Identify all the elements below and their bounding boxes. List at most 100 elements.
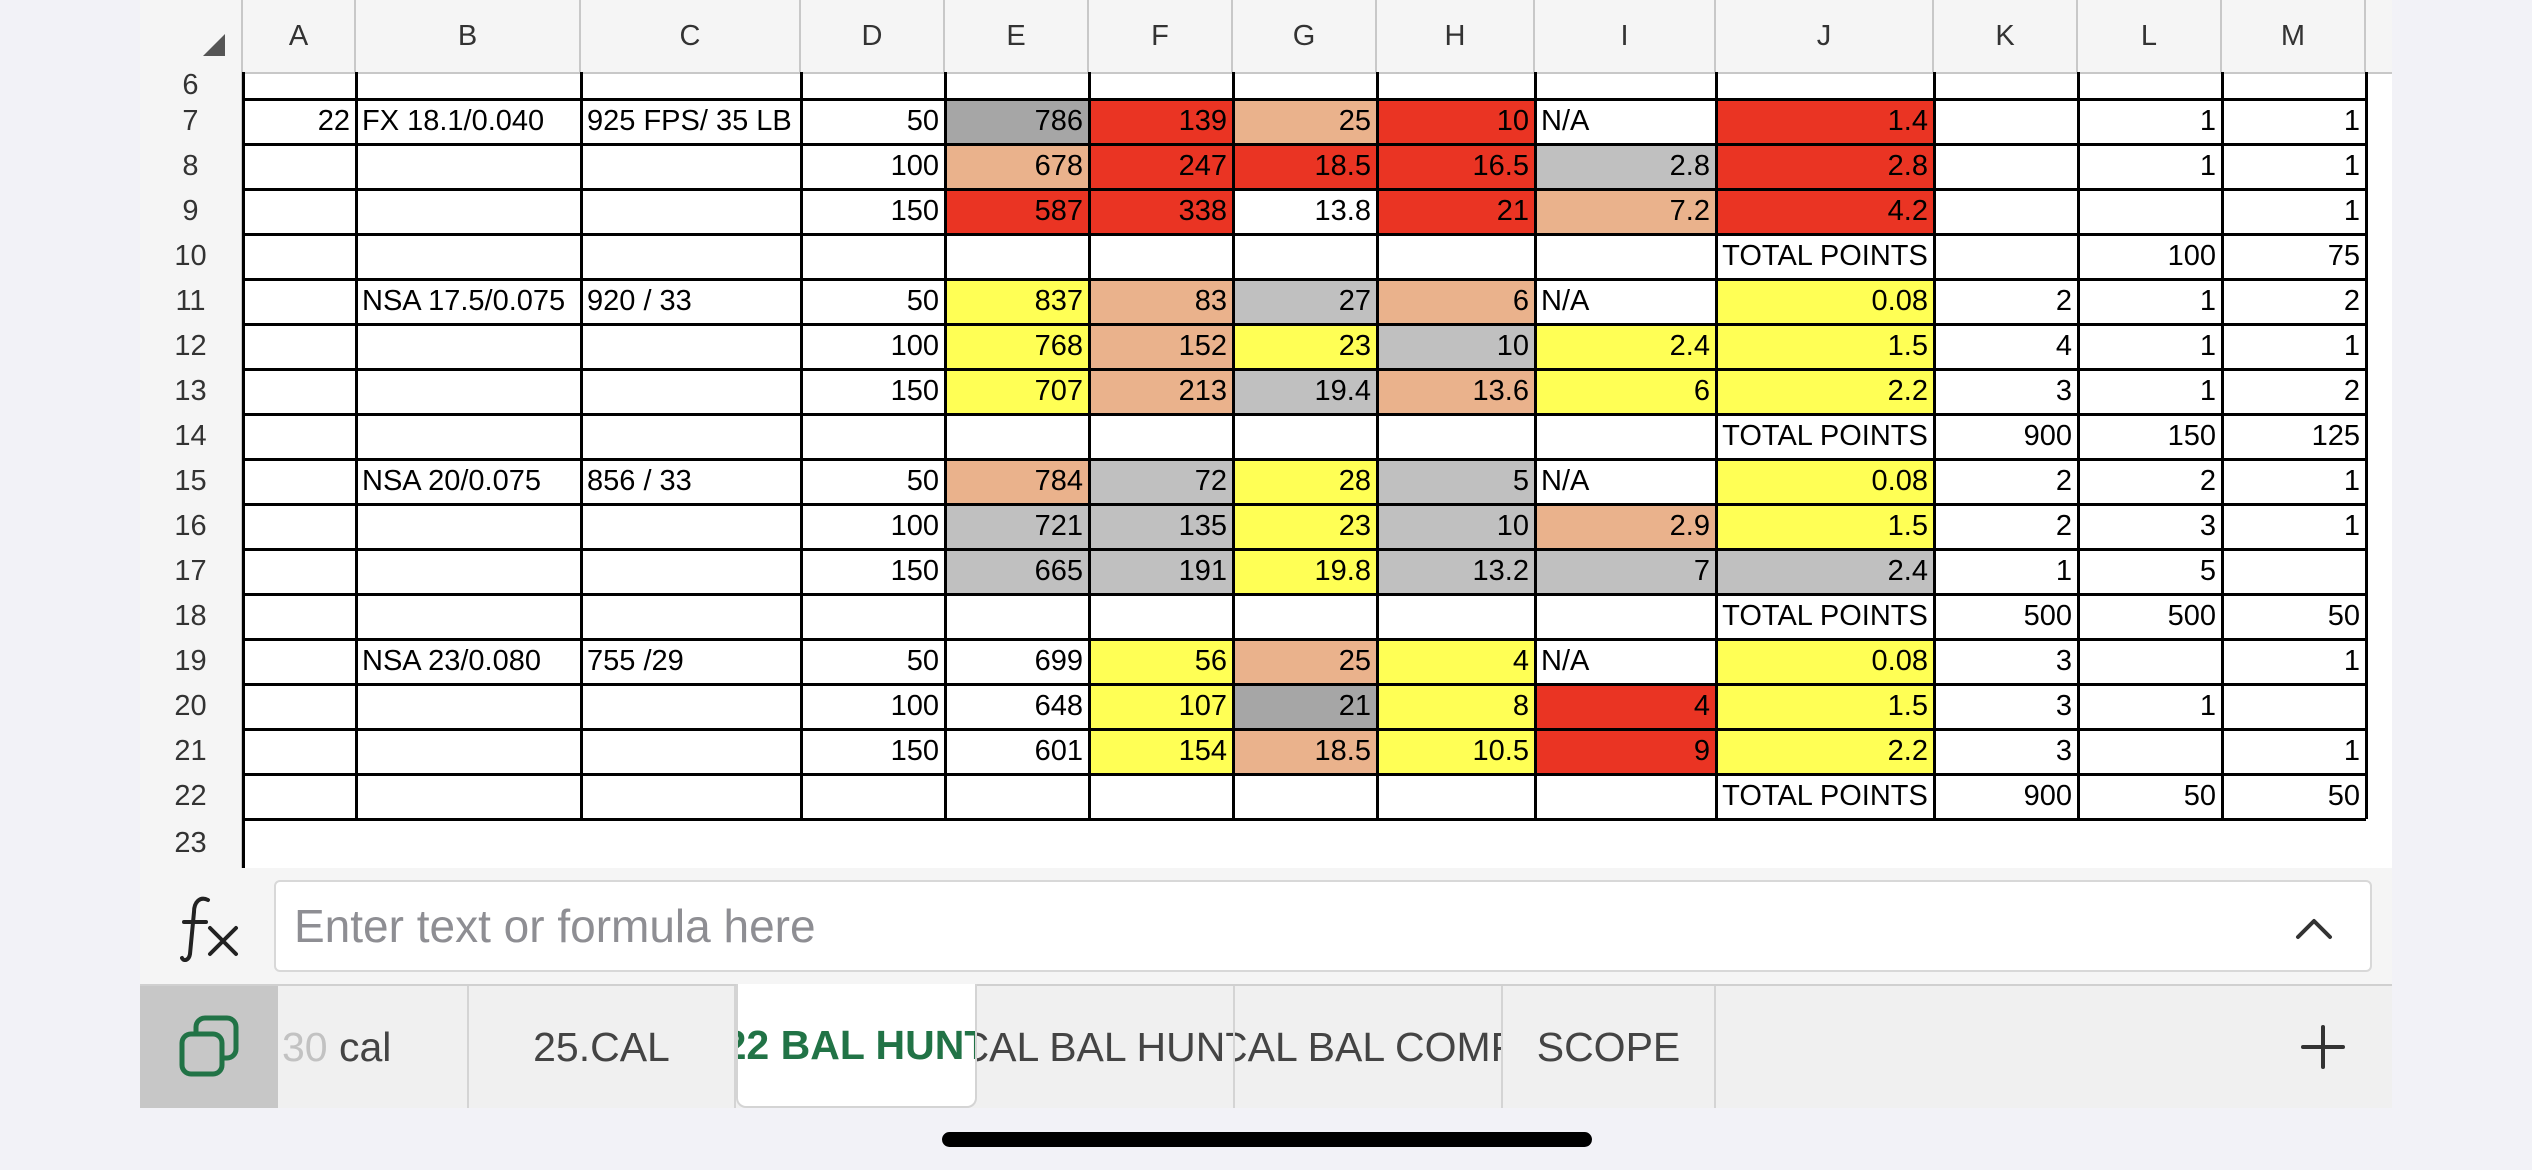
cell-m23[interactable] bbox=[2222, 819, 2366, 868]
cell-a7[interactable]: 22 bbox=[317, 105, 350, 137]
cell-i6[interactable] bbox=[1535, 72, 1716, 99]
cell-h7[interactable]: 10 bbox=[1377, 99, 1535, 144]
column-header-b[interactable]: B bbox=[356, 0, 581, 72]
cell-d20[interactable]: 100 bbox=[890, 690, 939, 722]
cell-m20[interactable] bbox=[2222, 684, 2366, 729]
cell-e8[interactable]: 678 bbox=[945, 144, 1089, 189]
row-header-14[interactable]: 14 bbox=[140, 414, 243, 459]
cell-b14[interactable] bbox=[356, 414, 581, 459]
cell-e9[interactable]: 587 bbox=[945, 189, 1089, 234]
cell-a10[interactable] bbox=[243, 234, 356, 279]
cell-c20[interactable] bbox=[581, 684, 801, 729]
row-header-11[interactable]: 11 bbox=[140, 279, 243, 324]
cell-j15[interactable]: 0.08 bbox=[1716, 459, 1934, 504]
column-header-l[interactable]: L bbox=[2078, 0, 2222, 72]
cell-c14[interactable] bbox=[581, 414, 801, 459]
cell-g22[interactable] bbox=[1233, 774, 1377, 819]
cell-h13[interactable]: 13.6 bbox=[1377, 369, 1535, 414]
cell-i22[interactable] bbox=[1535, 774, 1716, 819]
cell-m6[interactable] bbox=[2222, 72, 2366, 99]
cell-k20[interactable]: 3 bbox=[2055, 690, 2072, 722]
cell-m22[interactable]: 50 bbox=[2327, 780, 2360, 812]
row-header-17[interactable]: 17 bbox=[140, 549, 243, 594]
cell-h19[interactable]: 4 bbox=[1377, 639, 1535, 684]
cell-a19[interactable] bbox=[243, 639, 356, 684]
cell-l23[interactable] bbox=[2078, 819, 2222, 868]
cell-j23[interactable] bbox=[1716, 819, 1934, 868]
cell-a15[interactable] bbox=[243, 459, 356, 504]
cell-g6[interactable] bbox=[1233, 72, 1377, 99]
column-header-k[interactable]: K bbox=[1934, 0, 2078, 72]
cell-a13[interactable] bbox=[243, 369, 356, 414]
cell-i23[interactable] bbox=[1535, 819, 1716, 868]
cell-b15[interactable]: NSA 20/0.075 bbox=[362, 465, 541, 497]
cell-j7[interactable]: 1.4 bbox=[1716, 99, 1934, 144]
cell-b19[interactable]: NSA 23/0.080 bbox=[362, 645, 541, 677]
cell-f15[interactable]: 72 bbox=[1089, 459, 1233, 504]
cell-h6[interactable] bbox=[1377, 72, 1535, 99]
cell-h16[interactable]: 10 bbox=[1377, 504, 1535, 549]
add-sheet-button[interactable] bbox=[2254, 986, 2392, 1108]
cell-c10[interactable] bbox=[581, 234, 801, 279]
column-header-e[interactable]: E bbox=[945, 0, 1089, 72]
row-header-6[interactable]: 6 bbox=[140, 69, 243, 101]
cell-a23[interactable] bbox=[243, 819, 356, 868]
cell-h8[interactable]: 16.5 bbox=[1377, 144, 1535, 189]
cell-c22[interactable] bbox=[581, 774, 801, 819]
row-header-7[interactable]: 7 bbox=[140, 99, 243, 144]
cell-a11[interactable] bbox=[243, 279, 356, 324]
cell-a21[interactable] bbox=[243, 729, 356, 774]
cell-f20[interactable]: 107 bbox=[1089, 684, 1233, 729]
cell-a8[interactable] bbox=[243, 144, 356, 189]
cell-m19[interactable]: 1 bbox=[2343, 645, 2360, 677]
cell-b7[interactable]: FX 18.1/0.040 bbox=[362, 105, 545, 137]
cell-i10[interactable] bbox=[1535, 234, 1716, 279]
cell-g18[interactable] bbox=[1233, 594, 1377, 639]
cell-h23[interactable] bbox=[1377, 819, 1535, 868]
cell-j6[interactable] bbox=[1716, 72, 1934, 99]
cell-k12[interactable]: 4 bbox=[2055, 330, 2072, 362]
cell-f16[interactable]: 135 bbox=[1089, 504, 1233, 549]
cell-h10[interactable] bbox=[1377, 234, 1535, 279]
cell-b17[interactable] bbox=[356, 549, 581, 594]
cell-b11[interactable]: NSA 17.5/0.075 bbox=[362, 285, 566, 317]
cell-d7[interactable]: 50 bbox=[906, 105, 939, 137]
cell-l12[interactable]: 1 bbox=[2199, 330, 2216, 362]
cell-h14[interactable] bbox=[1377, 414, 1535, 459]
cell-g7[interactable]: 25 bbox=[1233, 99, 1377, 144]
cell-c23[interactable] bbox=[581, 819, 801, 868]
cell-e13[interactable]: 707 bbox=[945, 369, 1089, 414]
cell-j13[interactable]: 2.2 bbox=[1716, 369, 1934, 414]
cell-b10[interactable] bbox=[356, 234, 581, 279]
tab-25-cal[interactable]: 25.CAL bbox=[469, 986, 736, 1108]
column-header-d[interactable]: D bbox=[801, 0, 945, 72]
cell-f22[interactable] bbox=[1089, 774, 1233, 819]
cell-k21[interactable]: 3 bbox=[2055, 735, 2072, 767]
cell-l16[interactable]: 3 bbox=[2199, 510, 2216, 542]
cell-k9[interactable] bbox=[1934, 189, 2078, 234]
cell-k19[interactable]: 3 bbox=[2055, 645, 2072, 677]
cell-j19[interactable]: 0.08 bbox=[1716, 639, 1934, 684]
cell-m8[interactable]: 1 bbox=[2343, 150, 2360, 182]
cell-e7[interactable]: 786 bbox=[945, 99, 1089, 144]
cell-i21[interactable]: 9 bbox=[1535, 729, 1716, 774]
cell-h21[interactable]: 10.5 bbox=[1377, 729, 1535, 774]
cell-c7[interactable]: 925 FPS/ 35 LB bbox=[587, 105, 792, 137]
cell-h22[interactable] bbox=[1377, 774, 1535, 819]
cell-g17[interactable]: 19.8 bbox=[1233, 549, 1377, 594]
cell-f14[interactable] bbox=[1089, 414, 1233, 459]
cell-l22[interactable]: 50 bbox=[2183, 780, 2216, 812]
cell-d17[interactable]: 150 bbox=[890, 555, 939, 587]
cell-l18[interactable]: 500 bbox=[2167, 600, 2216, 632]
row-header-12[interactable]: 12 bbox=[140, 324, 243, 369]
cell-e11[interactable]: 837 bbox=[945, 279, 1089, 324]
cell-l11[interactable]: 1 bbox=[2199, 285, 2216, 317]
cell-j12[interactable]: 1.5 bbox=[1716, 324, 1934, 369]
cell-j11[interactable]: 0.08 bbox=[1716, 279, 1934, 324]
cell-c16[interactable] bbox=[581, 504, 801, 549]
cell-a16[interactable] bbox=[243, 504, 356, 549]
cell-g23[interactable] bbox=[1233, 819, 1377, 868]
cell-e12[interactable]: 768 bbox=[945, 324, 1089, 369]
cell-l10[interactable]: 100 bbox=[2167, 240, 2216, 272]
cell-d15[interactable]: 50 bbox=[906, 465, 939, 497]
